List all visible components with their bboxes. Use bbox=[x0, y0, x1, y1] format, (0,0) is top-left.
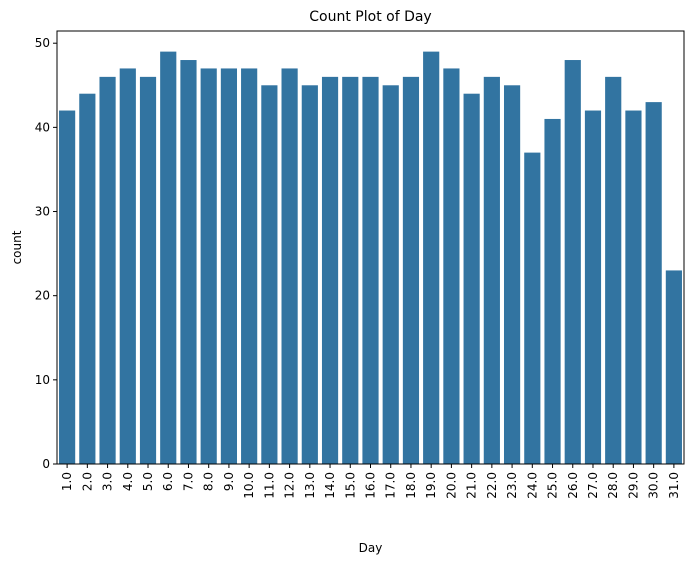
y-tick-label: 20 bbox=[35, 289, 50, 303]
bar-day-10.0 bbox=[241, 68, 258, 464]
x-tick-label: 31.0 bbox=[667, 472, 681, 499]
x-tick-label: 10.0 bbox=[242, 472, 256, 499]
x-tick-label: 13.0 bbox=[303, 472, 317, 499]
plot-frame bbox=[56, 30, 685, 465]
x-tick-label: 7.0 bbox=[181, 472, 195, 491]
y-tick-label: 30 bbox=[35, 205, 50, 219]
x-tick-label: 25.0 bbox=[546, 472, 560, 499]
bar-day-28.0 bbox=[605, 76, 622, 465]
y-axis: 0 10 20 30 40 50 bbox=[35, 36, 57, 471]
bar-day-23.0 bbox=[503, 85, 521, 464]
bar-day-30.0 bbox=[645, 102, 662, 464]
bar-day-7.0 bbox=[180, 60, 197, 465]
bar-day-11.0 bbox=[261, 85, 278, 464]
x-tick-label: 22.0 bbox=[485, 472, 499, 499]
bar-day-3.0 bbox=[99, 76, 116, 465]
y-tick-label: 50 bbox=[35, 36, 50, 50]
x-tick-label: 27.0 bbox=[586, 472, 600, 499]
x-tick-label: 20.0 bbox=[444, 472, 458, 499]
bar-day-4.0 bbox=[119, 68, 136, 464]
x-tick-label: 11.0 bbox=[262, 472, 276, 499]
bar-day-8.0 bbox=[200, 68, 217, 464]
bar-day-1.0 bbox=[59, 110, 76, 464]
x-tick-label: 1.0 bbox=[60, 472, 74, 491]
y-tick-label: 0 bbox=[42, 457, 50, 471]
x-axis: 1.0 2.0 3.0 4.0 5.0 6.0 7.0 8.0 9.0 10.0 11.0 12.0 1… bbox=[60, 464, 681, 499]
x-tick-label: 21.0 bbox=[465, 472, 479, 499]
y-axis-label: count bbox=[10, 230, 24, 264]
x-tick-label: 16.0 bbox=[364, 472, 378, 499]
bar-day-5.0 bbox=[139, 76, 157, 465]
x-tick-label: 3.0 bbox=[101, 472, 115, 491]
x-axis-label: Day bbox=[359, 541, 383, 555]
bar-day-27.0 bbox=[584, 110, 602, 464]
bar-day-19.0 bbox=[423, 51, 440, 464]
bar-day-13.0 bbox=[301, 85, 318, 464]
x-tick-label: 15.0 bbox=[343, 472, 357, 499]
bar-day-29.0 bbox=[625, 110, 642, 464]
bar-day-18.0 bbox=[402, 76, 420, 465]
bar-day-15.0 bbox=[342, 76, 359, 465]
x-tick-label: 29.0 bbox=[626, 472, 640, 499]
bar-day-16.0 bbox=[362, 76, 379, 465]
bars-group bbox=[59, 51, 682, 465]
x-tick-label: 14.0 bbox=[323, 472, 337, 499]
x-tick-label: 28.0 bbox=[606, 472, 620, 499]
x-tick-label: 2.0 bbox=[80, 472, 94, 491]
x-tick-label: 19.0 bbox=[424, 472, 438, 499]
bar-day-2.0 bbox=[79, 93, 96, 465]
x-tick-label: 26.0 bbox=[566, 472, 580, 499]
x-tick-label: 30.0 bbox=[647, 472, 661, 499]
bar-day-17.0 bbox=[382, 85, 399, 464]
x-tick-label: 8.0 bbox=[202, 472, 216, 491]
y-tick-label: 40 bbox=[35, 120, 50, 134]
x-tick-label: 18.0 bbox=[404, 472, 418, 499]
y-tick-label: 10 bbox=[35, 373, 50, 387]
bar-day-20.0 bbox=[443, 68, 460, 464]
bar-day-14.0 bbox=[321, 76, 339, 465]
bar-day-25.0 bbox=[544, 118, 561, 465]
x-tick-label: 4.0 bbox=[121, 472, 135, 491]
bar-day-6.0 bbox=[160, 51, 177, 464]
x-tick-label: 17.0 bbox=[384, 472, 398, 499]
bar-day-12.0 bbox=[281, 68, 298, 464]
bar-day-22.0 bbox=[483, 76, 500, 465]
bar-day-21.0 bbox=[463, 93, 480, 465]
x-tick-label: 12.0 bbox=[283, 472, 297, 499]
x-tick-label: 5.0 bbox=[141, 472, 155, 491]
x-tick-label: 24.0 bbox=[525, 472, 539, 499]
chart-title: Count Plot of Day bbox=[309, 9, 431, 25]
x-tick-label: 6.0 bbox=[161, 472, 175, 491]
bar-day-26.0 bbox=[564, 60, 581, 465]
x-tick-label: 23.0 bbox=[505, 472, 519, 499]
bar-day-31.0 bbox=[665, 270, 682, 464]
bar-day-24.0 bbox=[524, 152, 541, 465]
x-tick-label: 9.0 bbox=[222, 472, 236, 491]
bar-day-9.0 bbox=[220, 68, 238, 464]
